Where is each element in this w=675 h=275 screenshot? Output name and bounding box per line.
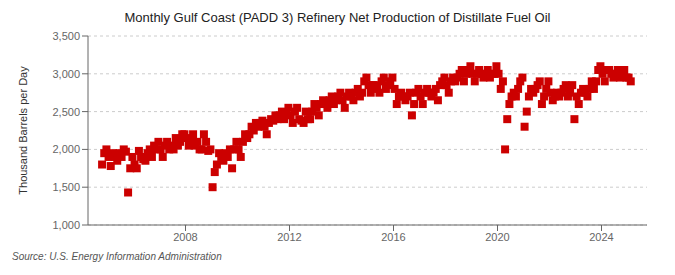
svg-text:2012: 2012 xyxy=(277,231,301,243)
svg-text:3,000: 3,000 xyxy=(52,68,80,80)
svg-text:2020: 2020 xyxy=(485,231,509,243)
html-text:Monthly Gulf Coast (PADD 3) Re: Monthly Gulf Coast (PADD 3) Refinery Net… xyxy=(124,10,551,25)
svg-text:1,000: 1,000 xyxy=(52,219,80,231)
svg-text:Thousand Barrels per Day: Thousand Barrels per Day xyxy=(17,66,29,195)
svg-text:2,000: 2,000 xyxy=(52,143,80,155)
html-text:Source: U.S. Energy Informatio: Source: U.S. Energy Information Administ… xyxy=(12,251,222,262)
svg-text:1,500: 1,500 xyxy=(52,181,80,193)
svg-text:2016: 2016 xyxy=(381,231,405,243)
svg-text:2024: 2024 xyxy=(589,231,613,243)
svg-text:3,500: 3,500 xyxy=(52,30,80,42)
svg-text:2,500: 2,500 xyxy=(52,106,80,118)
svg-text:2008: 2008 xyxy=(173,231,197,243)
